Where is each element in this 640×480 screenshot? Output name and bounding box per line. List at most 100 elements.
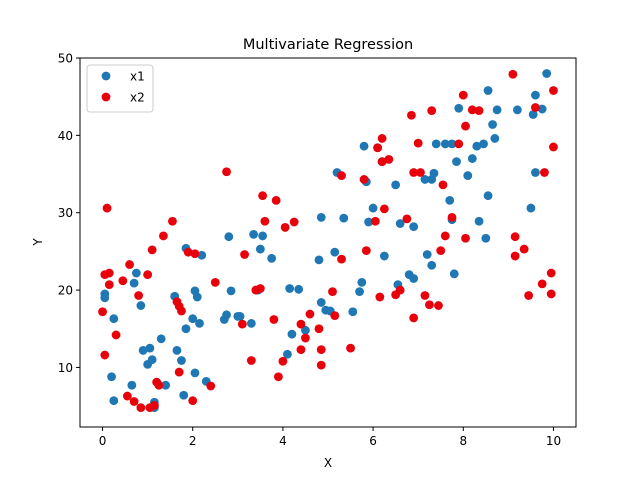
data-point (249, 229, 258, 239)
data-point (440, 231, 450, 241)
data-point (177, 306, 186, 316)
data-point (258, 231, 268, 241)
data-point (359, 141, 369, 151)
data-point (289, 217, 299, 227)
series-x1 (100, 69, 552, 413)
data-point (107, 372, 116, 382)
data-point (519, 244, 529, 254)
data-point (271, 195, 281, 205)
data-point (188, 396, 198, 406)
data-point (283, 349, 292, 359)
data-point (364, 217, 373, 227)
data-point (129, 278, 139, 288)
data-point (258, 191, 268, 201)
data-point (111, 330, 121, 340)
data-point (436, 246, 446, 256)
data-point (549, 142, 558, 152)
data-point (461, 121, 470, 131)
data-point (420, 291, 430, 300)
series-x2 (98, 69, 558, 413)
data-point (461, 233, 470, 243)
legend: x1 x2 (86, 64, 154, 113)
data-point (395, 219, 405, 228)
data-point (305, 309, 315, 319)
data-point (296, 319, 306, 329)
data-point (420, 175, 430, 184)
x-tick-label: 0 (99, 434, 107, 448)
data-point (409, 168, 419, 177)
data-point (375, 292, 385, 302)
data-point (316, 360, 326, 370)
data-point (348, 307, 358, 317)
data-point (195, 318, 204, 328)
data-point (379, 251, 389, 261)
legend-label-x1: x1 (130, 70, 145, 84)
data-point (280, 223, 290, 232)
data-point (483, 86, 493, 95)
data-point (377, 157, 387, 167)
y-axis-label: Y (31, 238, 45, 247)
data-point (314, 255, 324, 265)
data-point (210, 277, 220, 287)
data-point (449, 269, 459, 279)
data-point (222, 310, 231, 320)
data-point (357, 277, 367, 287)
data-point (109, 314, 119, 324)
data-point (206, 381, 216, 391)
data-point (479, 139, 488, 149)
data-point (537, 279, 547, 289)
data-point (287, 329, 297, 339)
data-point (467, 154, 477, 163)
data-point (427, 106, 437, 115)
data-point (339, 213, 349, 223)
data-point (147, 355, 157, 365)
data-point (125, 260, 134, 269)
data-point (512, 105, 522, 115)
data-point (409, 222, 419, 232)
data-point (98, 307, 107, 317)
data-point (134, 291, 144, 300)
data-point (524, 291, 534, 300)
data-point (407, 110, 416, 120)
data-point (267, 253, 277, 263)
plot-frame (79, 57, 577, 428)
data-point (549, 86, 558, 95)
legend-label-x2: x2 (130, 91, 145, 105)
data-point (508, 69, 518, 79)
data-point (127, 380, 137, 390)
y-axis: 10 20 30 40 50 (58, 52, 80, 375)
data-point (179, 390, 189, 400)
data-point (159, 231, 168, 241)
data-point (422, 250, 432, 259)
data-point (528, 110, 538, 119)
data-point (445, 195, 455, 205)
data-point (346, 343, 355, 353)
data-point (143, 270, 153, 279)
data-point (118, 276, 128, 286)
data-point (145, 343, 155, 353)
y-tick-label: 40 (58, 129, 73, 143)
data-point (102, 203, 112, 213)
series-layer (98, 69, 558, 413)
data-point (100, 350, 110, 360)
data-point (172, 346, 182, 355)
data-point (138, 346, 148, 355)
data-point (359, 175, 369, 184)
data-point (316, 212, 326, 222)
data-point (425, 300, 434, 310)
data-point (226, 286, 236, 296)
data-point (373, 143, 382, 153)
data-point (285, 284, 295, 293)
data-point (183, 247, 193, 257)
data-point (416, 168, 425, 177)
data-point (296, 345, 306, 355)
data-point (542, 69, 552, 78)
data-point (255, 244, 265, 254)
data-point (328, 287, 337, 297)
data-point (463, 171, 473, 180)
data-point (255, 284, 265, 293)
data-point (361, 246, 371, 256)
legend-marker-x2 (101, 92, 111, 102)
data-point (355, 287, 364, 297)
